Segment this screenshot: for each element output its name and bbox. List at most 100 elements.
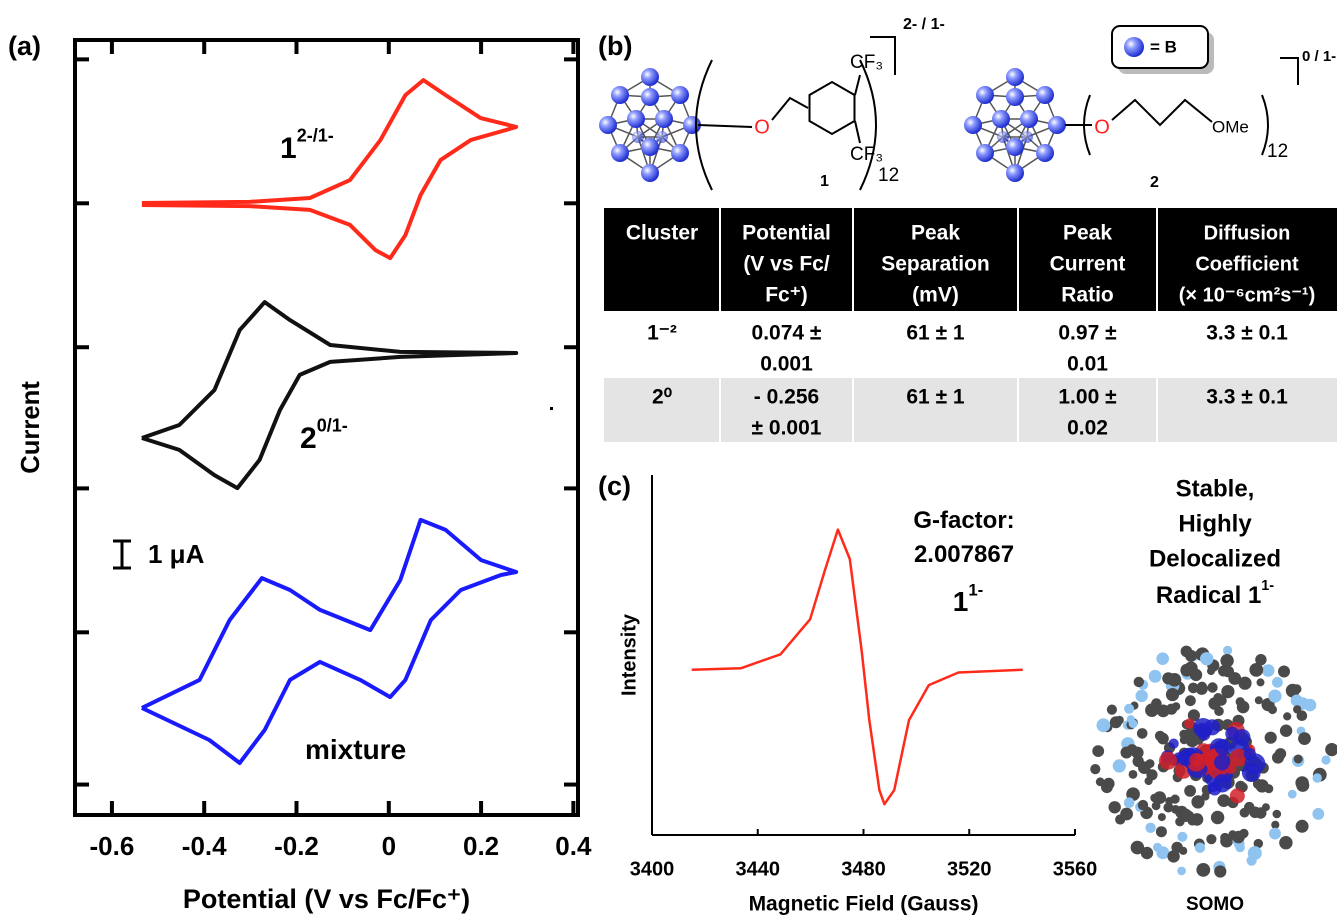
orbital-lobe [1213, 774, 1232, 793]
atom [1303, 698, 1317, 712]
x-tick-label: 3480 [841, 858, 886, 880]
radical-text: Radical 11- [1156, 578, 1274, 609]
table-cell: Separation [881, 253, 990, 276]
legend-box [1111, 25, 1209, 69]
boron-atom [976, 86, 994, 104]
boron-atom [1048, 116, 1066, 134]
orbital-lobe [1233, 729, 1251, 746]
boron-atom [1006, 68, 1024, 86]
radical-text-sup: 1- [1261, 578, 1274, 594]
atom [1271, 820, 1280, 829]
table-cell: Potential [742, 222, 831, 245]
table-cell: 1⁻² [647, 322, 677, 345]
atom [1206, 834, 1217, 845]
atom [1130, 840, 1145, 855]
atom [1135, 689, 1148, 703]
boron-atom [992, 110, 1010, 128]
boron-atom [1124, 37, 1144, 57]
atom [1238, 676, 1252, 690]
atom [1194, 842, 1206, 853]
atom [1274, 748, 1287, 760]
epr-label: 11- [953, 581, 984, 618]
orbital-lobe [1229, 748, 1248, 767]
atom [1165, 797, 1174, 806]
atom [1145, 759, 1155, 769]
radical-text: Delocalized [1149, 545, 1281, 572]
atom [1261, 664, 1275, 677]
atom [1179, 846, 1188, 855]
orbital-lobe [1229, 788, 1245, 804]
boron-atom [627, 110, 645, 128]
plot-frame [73, 38, 580, 817]
atom [1092, 745, 1105, 757]
boron-atom [671, 86, 689, 104]
atom [1298, 732, 1311, 745]
boron-atom [632, 131, 644, 143]
atom [1123, 797, 1135, 808]
compound-label: 2 [1150, 174, 1159, 191]
radical-text: Highly [1178, 510, 1252, 537]
atom [1252, 778, 1264, 790]
boron-cluster [964, 68, 1066, 182]
table-cell: 1.00 ± [1058, 386, 1117, 409]
charge-bracket [870, 36, 896, 75]
boron-atom [1020, 110, 1038, 128]
atom [1162, 672, 1175, 685]
atom [1179, 729, 1189, 739]
atom [1191, 795, 1205, 809]
orbital-lobe [1193, 718, 1213, 738]
speck [550, 407, 553, 410]
table-cell: - 0.256 [754, 386, 819, 409]
cv-label: 20/1- [300, 415, 348, 455]
table-cell: Fc⁺) [765, 284, 808, 307]
y-axis-label: Current [17, 381, 45, 474]
atom [1272, 676, 1283, 688]
atom [1321, 755, 1331, 765]
boron-atom [1006, 164, 1024, 182]
atom [1148, 669, 1162, 683]
atom [1283, 712, 1292, 721]
epr-label-base: G-factor: [913, 507, 1014, 534]
table-cell: 61 ± 1 [906, 386, 965, 409]
x-tick-label: 0.2 [463, 831, 499, 861]
atom [1090, 764, 1101, 775]
orbital-lobe [1214, 739, 1232, 756]
x-axis-label: Magnetic Field (Gauss) [749, 893, 979, 916]
atom [1293, 754, 1303, 764]
boron-atom [656, 131, 668, 143]
orbital-lobe [1243, 748, 1256, 761]
atom [1247, 846, 1262, 861]
atom [1220, 834, 1233, 848]
table-cell: 0.02 [1067, 417, 1108, 440]
boron-atom [655, 110, 673, 128]
table-cell: Cluster [626, 222, 698, 245]
paren [1261, 94, 1269, 156]
charge: 0 / 1- [1302, 48, 1336, 65]
atom [1165, 703, 1178, 715]
atom [1112, 759, 1126, 773]
table-cell: 0.001 [760, 353, 813, 376]
epr-label: 2.007867 [914, 541, 1014, 568]
atom [1165, 688, 1180, 702]
legend-text: = B [1150, 37, 1177, 56]
atom [1106, 704, 1117, 715]
atom [1156, 652, 1169, 665]
atom [1187, 709, 1200, 722]
cv-label: mixture [305, 734, 406, 765]
atom [1221, 685, 1235, 699]
atom [1120, 807, 1133, 821]
atom [1216, 695, 1227, 706]
chain [1111, 98, 1213, 127]
atom [1153, 791, 1167, 804]
curve [691, 528, 1023, 806]
atom [1312, 773, 1322, 783]
atom [1185, 649, 1198, 662]
x-tick-label: 3520 [947, 858, 992, 880]
atom [1120, 746, 1133, 759]
x-tick-label: -0.6 [90, 831, 135, 861]
radical-text: Stable, [1176, 475, 1255, 502]
atom [1268, 689, 1282, 703]
atom [1256, 678, 1265, 687]
atom [1228, 672, 1242, 685]
atom [1184, 785, 1196, 797]
